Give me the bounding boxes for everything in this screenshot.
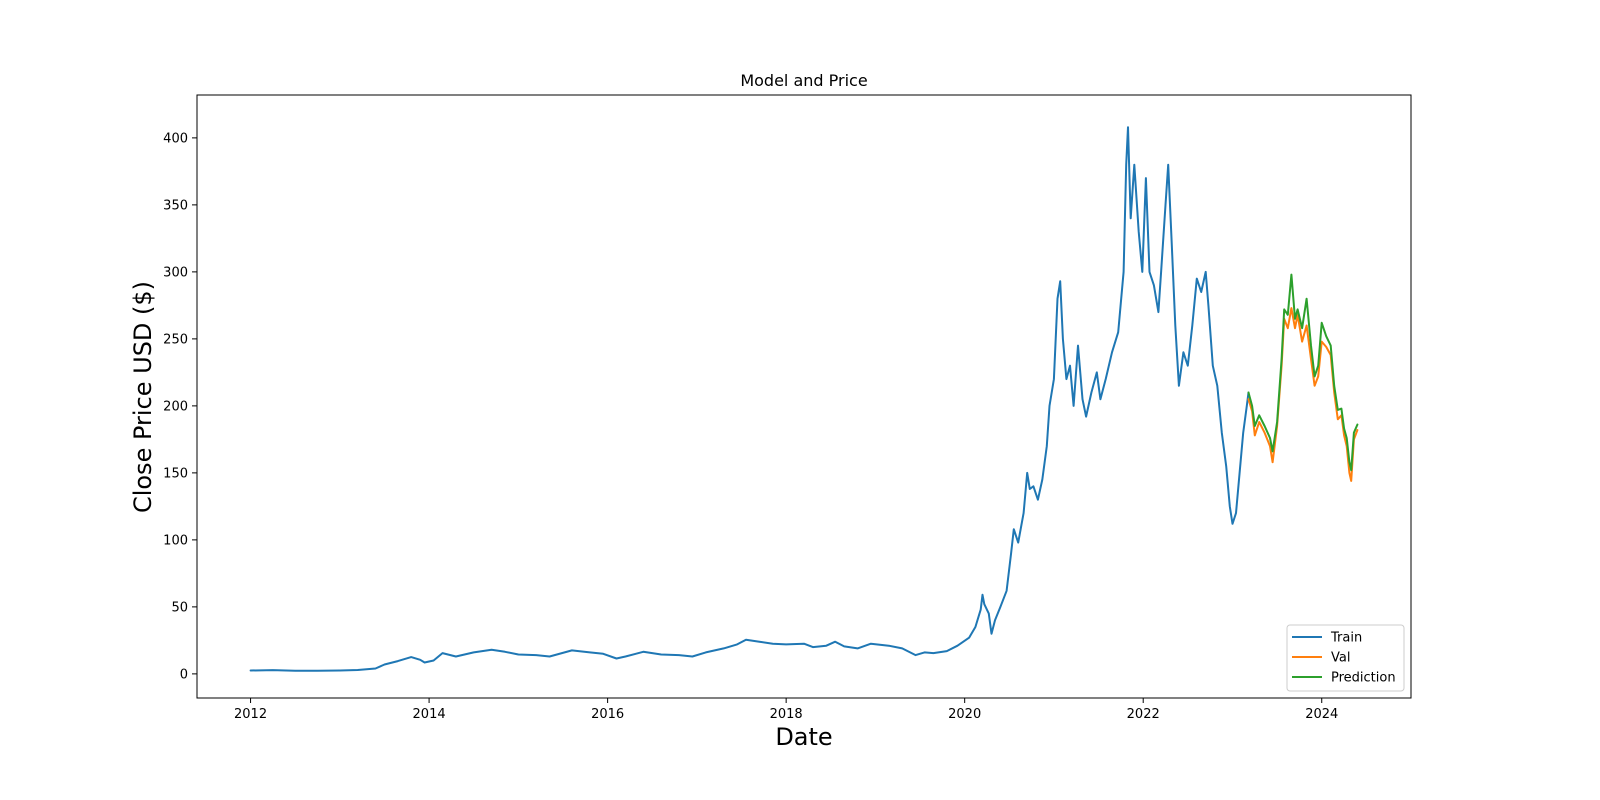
legend-label: Val: [1331, 651, 1350, 666]
legend-box: [1286, 624, 1405, 692]
x-axis-label: Date: [775, 723, 832, 751]
series-line-train: [249, 126, 1250, 672]
plot-area: 2012 2014 2016 2018 2020 2022 2024 0 50 100 150 20…: [163, 94, 1412, 722]
y-axis-label: Close Price USD ($): [129, 281, 157, 513]
x-axis: 2012 2014 2016 2018 2020 2022 2024: [234, 698, 1338, 722]
y-tick-label: 350: [163, 198, 188, 213]
x-tick-label: 2016: [591, 707, 624, 722]
x-tick-label: 2014: [413, 707, 446, 722]
series-line-val: [1247, 307, 1359, 482]
y-tick-label: 150: [163, 466, 188, 481]
x-tick-label: 2022: [1127, 707, 1160, 722]
y-tick-label: 200: [163, 399, 188, 414]
x-tick-label: 2018: [770, 707, 803, 722]
series-lines: [249, 126, 1359, 672]
y-tick-label: 100: [163, 533, 188, 548]
x-tick-label: 2024: [1305, 707, 1338, 722]
legend-label: Prediction: [1331, 671, 1396, 686]
y-tick-label: 250: [163, 332, 188, 347]
legend-label: Train: [1330, 631, 1362, 646]
y-axis: 0 50 100 150 200 250 300 350 400: [163, 131, 197, 682]
series-line-prediction: [1247, 273, 1359, 472]
plot-frame: [196, 94, 1412, 699]
y-tick-label: 300: [163, 265, 188, 280]
y-tick-label: 400: [163, 131, 188, 146]
y-tick-label: 0: [180, 667, 188, 682]
x-tick-label: 2012: [234, 707, 267, 722]
x-tick-label: 2020: [948, 707, 981, 722]
chart-title: Model and Price: [740, 71, 867, 90]
y-tick-label: 50: [171, 600, 188, 615]
legend: Train Val Prediction: [1286, 624, 1405, 692]
